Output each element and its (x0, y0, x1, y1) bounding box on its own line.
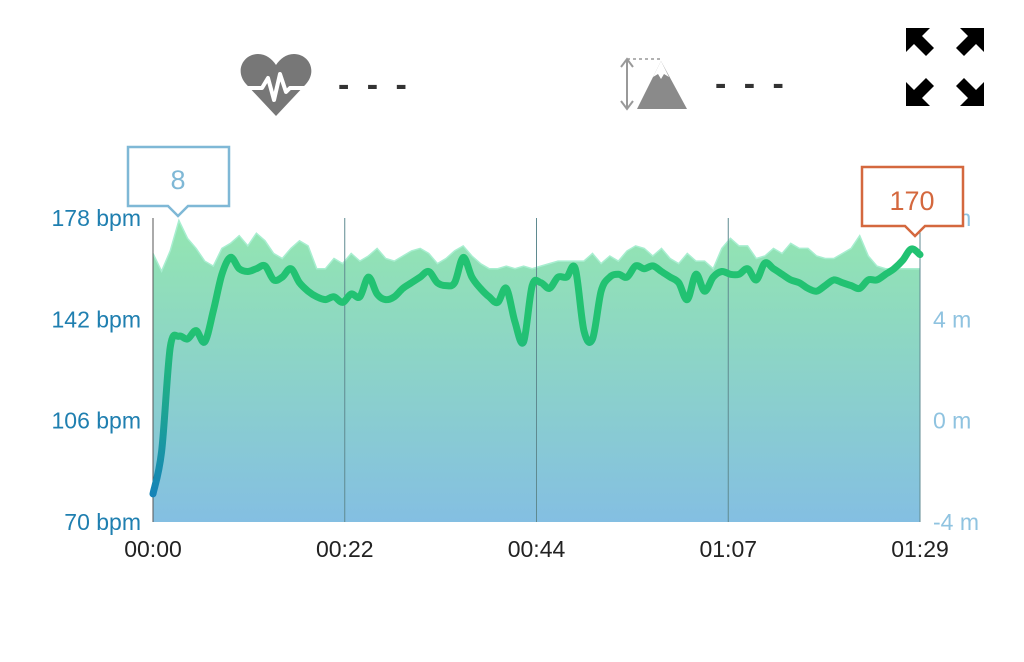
left-axis-tick-label: 106 bpm (51, 408, 141, 434)
end-callout: 170 (860, 165, 965, 238)
start-callout: 8 (126, 145, 231, 218)
start-callout-label: 8 (170, 165, 185, 195)
right-axis-tick-label: -4 m (933, 509, 979, 535)
heart-rate-line (149, 245, 924, 498)
elevation-value: - - - (715, 64, 788, 103)
x-axis-ticks: 00:00 00:22 00:44 01:07 01:29 (124, 536, 949, 562)
heart-rate-value: - - - (338, 65, 411, 104)
heart-rate-metric: - - - (240, 52, 411, 118)
elevation-mountain-icon (620, 57, 687, 111)
end-callout-box (860, 165, 965, 238)
right-axis-ticks: -4 m0 m4 m8 m (933, 205, 979, 535)
x-axis-tick-label: 01:29 (891, 536, 949, 562)
left-axis-ticks: 70 bpm 106 bpm 142 bpm 178 bpm (51, 205, 141, 535)
left-axis-tick-label: 178 bpm (51, 205, 141, 231)
right-axis-tick-label: 0 m (933, 408, 971, 434)
x-axis-tick-label: 00:00 (124, 536, 182, 562)
x-axis-tick-label: 01:07 (699, 536, 757, 562)
grid-lines (344, 218, 921, 522)
heart-rate-icon (240, 54, 312, 116)
expand-arrows-icon[interactable] (900, 24, 990, 110)
start-callout-box (126, 145, 231, 218)
left-axis-tick-label: 142 bpm (51, 306, 141, 332)
x-axis-tick-label: 00:44 (508, 536, 566, 562)
end-callout-label: 170 (889, 186, 934, 216)
x-axis-tick-label: 00:22 (316, 536, 374, 562)
right-axis-tick-label: 4 m (933, 306, 971, 332)
left-axis-tick-label: 70 bpm (64, 509, 141, 535)
elevation-metric: - - - (615, 55, 788, 113)
